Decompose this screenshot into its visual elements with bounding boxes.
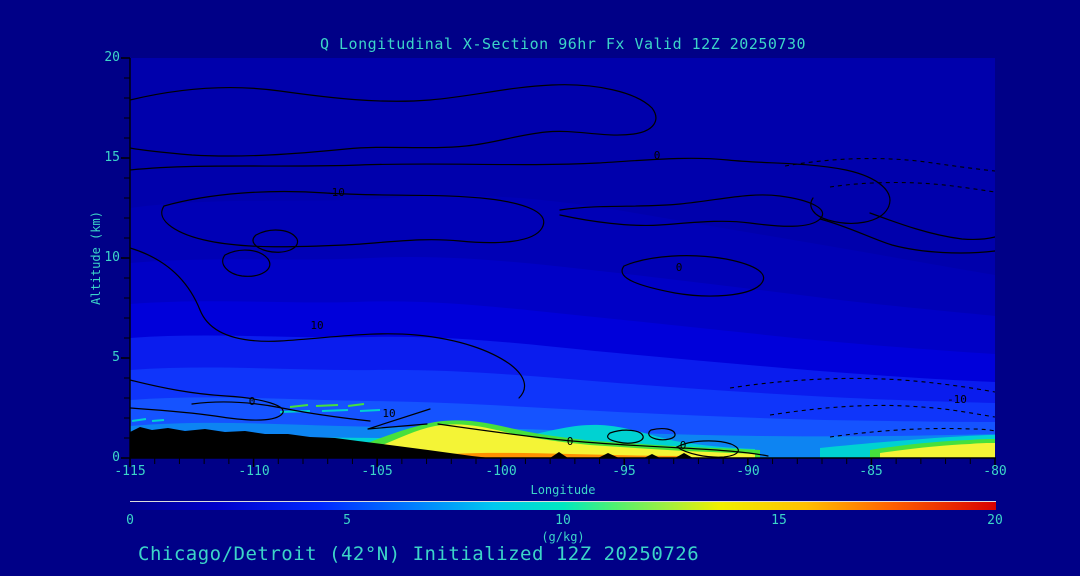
colorbar-tick-15: 15 (771, 513, 787, 528)
x-tick-label-115: -115 (114, 464, 146, 479)
x-tick-label-105: -105 (361, 464, 393, 479)
contour-lines (130, 84, 995, 458)
contour-label: 10 (382, 407, 395, 420)
contour-label: 0 (249, 395, 256, 408)
x-tick-label-100: -100 (485, 464, 517, 479)
colorbar-tick-5: 5 (343, 513, 351, 528)
contour-label: 0 (567, 435, 574, 448)
colorbar-tick-10: 10 (555, 513, 571, 528)
contour-label: 0 (654, 149, 661, 162)
x-tick-label-95: -95 (612, 464, 636, 479)
moist-speckle-cyan (279, 409, 381, 413)
terrain-bump-2 (598, 453, 619, 458)
contour-label-group: -10 0 0 10 0 10 0 0 -10 (249, 149, 967, 452)
contour-label: 0 (676, 261, 683, 274)
filled-contour-field: -10 0 0 10 0 10 0 0 -10 (130, 58, 995, 458)
colorbar-tick-0: 0 (126, 513, 134, 528)
x-tick-label-85: -85 (859, 464, 883, 479)
fill-yellow-left (380, 424, 755, 458)
y-tick-label-15: 15 (104, 150, 120, 165)
terrain-bump-1 (550, 452, 568, 458)
terrain-bump-4 (675, 453, 693, 458)
colorbar-gradient (130, 501, 996, 510)
footer-caption: Chicago/Detroit (42°N) Initialized 12Z 2… (138, 543, 700, 565)
fill-yellow-right (880, 443, 995, 458)
terrain-silhouette (130, 427, 490, 458)
fill-orange-strip (450, 452, 690, 458)
y-tick-label-10: 10 (104, 250, 120, 265)
y-tick-label-0: 0 (112, 450, 120, 465)
colorbar-units-label: (g/kg) (541, 530, 585, 544)
contour-label: 10 (310, 319, 323, 332)
y-tick-label-5: 5 (112, 350, 120, 365)
contour-label: 0 (680, 439, 687, 452)
contour-lines-dashed (729, 157, 995, 438)
x-tick-label-80: -80 (983, 464, 1007, 479)
chart-title: Q Longitudinal X-Section 96hr Fx Valid 1… (319, 35, 807, 53)
contour-label: -10 (947, 393, 967, 406)
contour-label: -10 (325, 186, 345, 199)
moist-speckle-green (289, 403, 365, 408)
moist-speckle-left (131, 418, 165, 422)
x-tick-label-110: -110 (238, 464, 270, 479)
x-tick-label-90: -90 (736, 464, 760, 479)
x-axis-label: Longitude (530, 483, 596, 497)
colorbar-tick-20: 20 (987, 513, 1003, 528)
terrain-bump-3 (644, 454, 660, 458)
y-tick-label-20: 20 (104, 50, 120, 65)
